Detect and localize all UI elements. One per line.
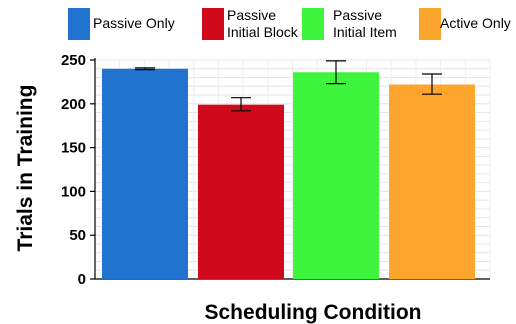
error-bar-4 [422, 73, 442, 95]
legend-label: Passive Only [93, 15, 175, 31]
y-tick-label: 150 [61, 140, 86, 157]
error-bar-1 [135, 67, 155, 71]
legend-label-line: Passive [333, 7, 382, 23]
legend-label: Active Only [440, 15, 511, 31]
legend-label-line: Initial Block [227, 24, 299, 40]
y-tick-label: 0 [78, 271, 86, 288]
legend-swatch [419, 8, 441, 40]
legend-swatch [68, 8, 90, 40]
bar-4 [389, 84, 475, 279]
x-axis-title: Scheduling Condition [205, 301, 422, 324]
legend-label-line: Passive [227, 7, 276, 23]
error-bar-3 [326, 60, 346, 85]
legend-item-1: Passive Only [68, 8, 175, 40]
y-tick-label: 100 [61, 183, 86, 200]
bar-2 [198, 104, 284, 280]
bars [102, 68, 475, 280]
y-tick-label: 50 [69, 227, 86, 244]
legend-item-4: Active Only [419, 8, 511, 40]
bar-3 [293, 72, 379, 279]
y-axis-title: Trials in Training [14, 85, 37, 252]
error-bar-2 [231, 97, 251, 112]
bar-1 [102, 68, 188, 279]
y-tick-label: 250 [61, 52, 86, 69]
legend-swatch [302, 8, 324, 40]
legend-swatch [202, 8, 224, 40]
error-bars [135, 60, 442, 112]
y-tick-labels: 0 50 100 150 200 250 [61, 52, 86, 288]
y-tick-label: 200 [61, 96, 86, 113]
legend-label-line: Initial Item [333, 24, 397, 40]
